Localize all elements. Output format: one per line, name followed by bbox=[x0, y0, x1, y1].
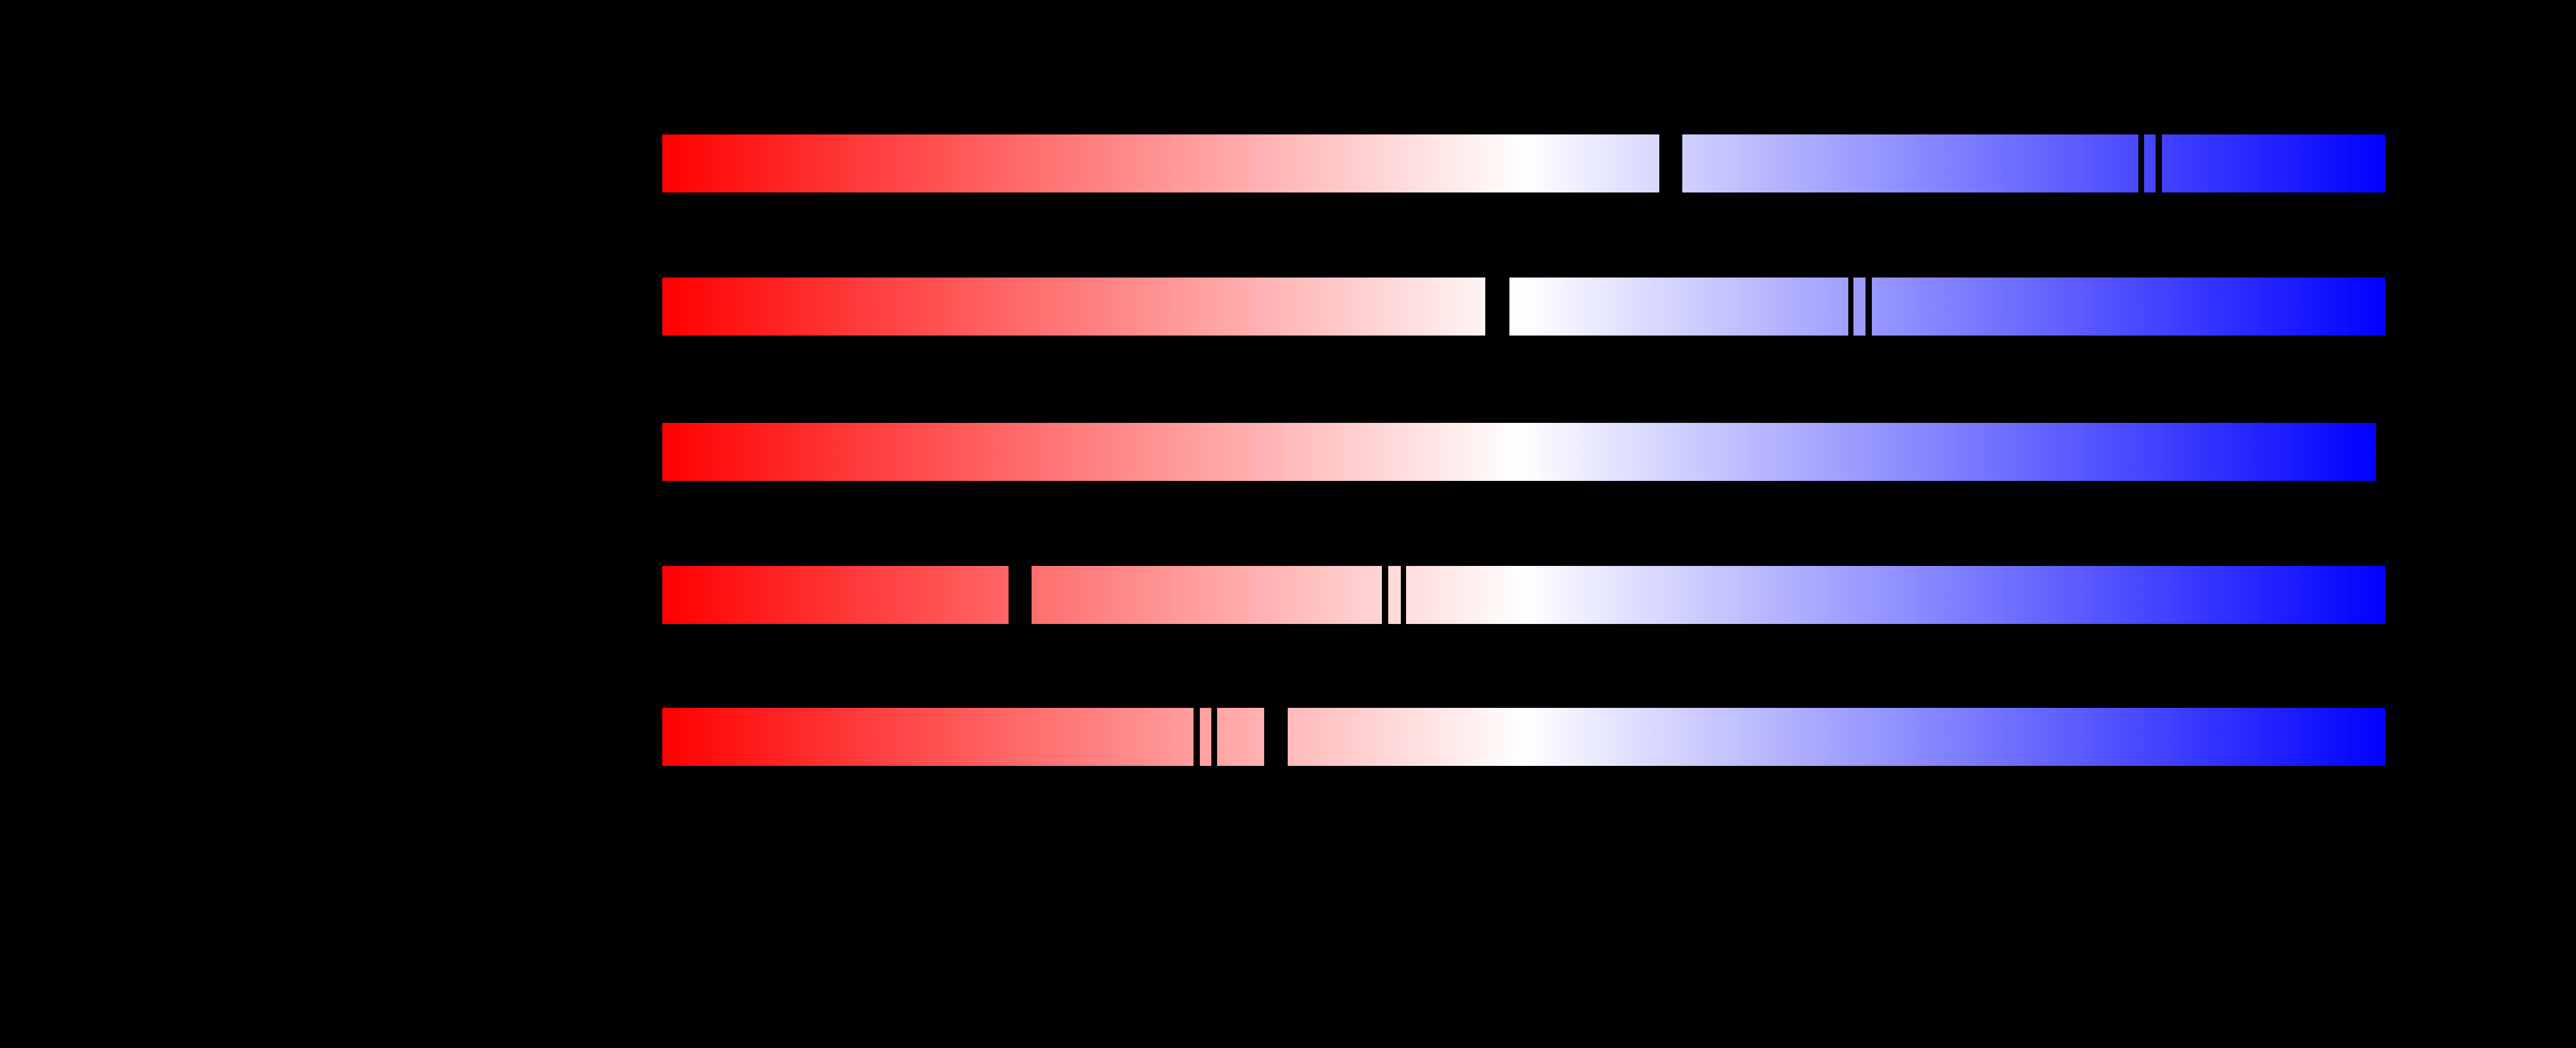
thin-tick-marker bbox=[1382, 566, 1388, 624]
thin-tick-marker bbox=[1848, 278, 1853, 336]
thick-tick-marker bbox=[1264, 708, 1288, 766]
thin-tick-marker bbox=[2138, 134, 2144, 192]
gradient-bar-row-3 bbox=[662, 423, 2376, 481]
gradient-bar-row-2 bbox=[662, 278, 2385, 336]
thin-tick-marker bbox=[1211, 708, 1217, 766]
gradient-bar-row-5 bbox=[662, 708, 2385, 766]
gradient-bar-row-1 bbox=[662, 134, 2385, 192]
thin-tick-marker bbox=[1194, 708, 1200, 766]
thin-tick-marker bbox=[1401, 566, 1406, 624]
thick-tick-marker bbox=[1659, 134, 1682, 192]
thin-tick-marker bbox=[2156, 134, 2162, 192]
thick-tick-marker bbox=[1009, 566, 1032, 624]
gradient-bar-row-4 bbox=[662, 566, 2385, 624]
thick-tick-marker bbox=[1485, 278, 1509, 336]
thin-tick-marker bbox=[1866, 278, 1872, 336]
